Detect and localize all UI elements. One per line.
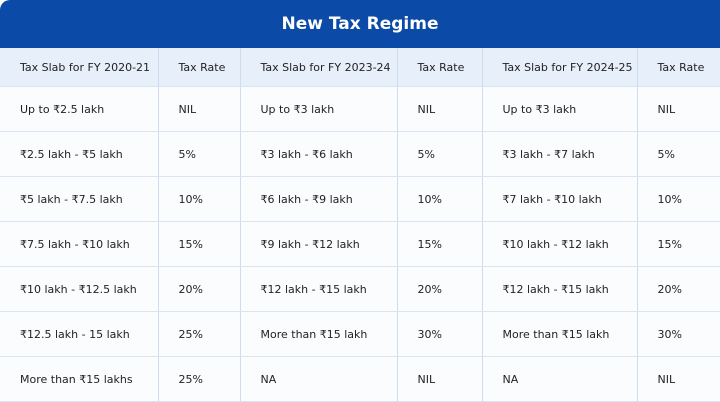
table-row: ₹10 lakh - ₹12.5 lakh 20% ₹12 lakh - ₹15 l…	[0, 266, 720, 312]
header-row: Tax Slab for FY 2020-21 Tax Rate Tax Slab …	[0, 48, 720, 87]
tax-rate-cell: 30%	[637, 311, 720, 357]
tax-rate-cell: 20%	[397, 266, 483, 312]
tax-slab-cell: ₹6 lakh - ₹9 lakh	[240, 176, 398, 222]
table-row: More than ₹15 lakhs 25% NA NIL NA NIL	[0, 356, 720, 402]
tax-rate-cell: 15%	[637, 221, 720, 267]
table-row: ₹12.5 lakh - 15 lakh 25% More than ₹15 lak…	[0, 311, 720, 357]
table-row: ₹2.5 lakh - ₹5 lakh 5% ₹3 lakh - ₹6 lakh 5%…	[0, 131, 720, 177]
tax-rate-cell: 5%	[158, 131, 241, 177]
tax-slab-cell: ₹3 lakh - ₹7 lakh	[482, 131, 638, 177]
tax-rate-cell: 30%	[397, 311, 483, 357]
tax-slab-cell: Up to ₹3 lakh	[240, 86, 398, 132]
tax-rate-cell: 20%	[158, 266, 241, 312]
tax-slab-cell: ₹12 lakh - ₹15 lakh	[240, 266, 398, 312]
tax-slab-cell: NA	[240, 356, 398, 402]
tax-slab-cell: ₹3 lakh - ₹6 lakh	[240, 131, 398, 177]
tax-rate-cell: NIL	[637, 86, 720, 132]
tax-slab-cell: NA	[482, 356, 638, 402]
tax-slab-cell: Up to ₹2.5 lakh	[0, 86, 159, 132]
table-title-banner: New Tax Regime	[0, 0, 720, 48]
tax-slab-cell: ₹7.5 lakh - ₹10 lakh	[0, 221, 159, 267]
tax-rate-cell: NIL	[637, 356, 720, 402]
tax-rate-cell: 10%	[637, 176, 720, 222]
column-header: Tax Rate	[637, 48, 720, 87]
tax-rate-cell: 5%	[397, 131, 483, 177]
column-header: Tax Slab for FY 2023-24	[240, 48, 398, 87]
tax-rate-cell: 5%	[637, 131, 720, 177]
column-header: Tax Rate	[158, 48, 241, 87]
tax-rate-cell: NIL	[158, 86, 241, 132]
table-row: ₹7.5 lakh - ₹10 lakh 15% ₹9 lakh - ₹12 lak…	[0, 221, 720, 267]
tax-slab-cell: ₹9 lakh - ₹12 lakh	[240, 221, 398, 267]
tax-slab-cell: ₹10 lakh - ₹12 lakh	[482, 221, 638, 267]
tax-slab-cell: More than ₹15 lakh	[482, 311, 638, 357]
tax-rate-cell: 20%	[637, 266, 720, 312]
tax-rate-cell: 25%	[158, 311, 241, 357]
tax-slab-cell: More than ₹15 lakhs	[0, 356, 159, 402]
tax-rate-cell: 25%	[158, 356, 241, 402]
tax-slab-cell: ₹12.5 lakh - 15 lakh	[0, 311, 159, 357]
tax-slab-cell: ₹10 lakh - ₹12.5 lakh	[0, 266, 159, 312]
column-header: Tax Slab for FY 2020-21	[0, 48, 159, 87]
tax-slab-table: Tax Slab for FY 2020-21 Tax Rate Tax Slab …	[0, 48, 720, 402]
column-header: Tax Slab for FY 2024-25	[482, 48, 638, 87]
tax-slab-cell: More than ₹15 lakh	[240, 311, 398, 357]
tax-slab-cell: ₹5 lakh - ₹7.5 lakh	[0, 176, 159, 222]
tax-rate-cell: 15%	[397, 221, 483, 267]
tax-rate-cell: 10%	[158, 176, 241, 222]
tax-slab-cell: ₹12 lakh - ₹15 lakh	[482, 266, 638, 312]
tax-rate-cell: 15%	[158, 221, 241, 267]
table-row: Up to ₹2.5 lakh NIL Up to ₹3 lakh NIL Up to …	[0, 86, 720, 132]
tax-rate-cell: NIL	[397, 356, 483, 402]
tax-rate-cell: NIL	[397, 86, 483, 132]
tax-slab-cell: ₹2.5 lakh - ₹5 lakh	[0, 131, 159, 177]
table-title: New Tax Regime	[281, 14, 439, 34]
column-header: Tax Rate	[397, 48, 483, 87]
tax-slab-cell: ₹7 lakh - ₹10 lakh	[482, 176, 638, 222]
tax-slab-cell: Up to ₹3 lakh	[482, 86, 638, 132]
table-row: ₹5 lakh - ₹7.5 lakh 10% ₹6 lakh - ₹9 lakh 1…	[0, 176, 720, 222]
tax-rate-cell: 10%	[397, 176, 483, 222]
